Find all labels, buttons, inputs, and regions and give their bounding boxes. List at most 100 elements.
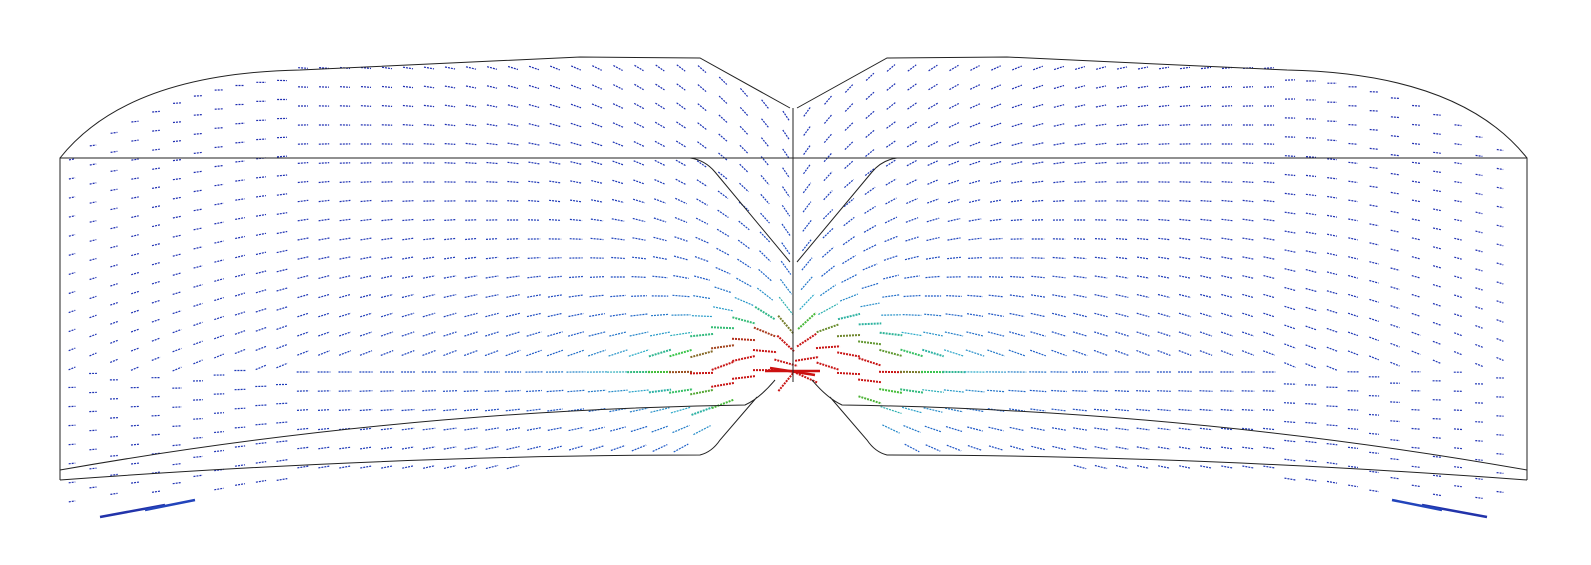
vector — [1116, 162, 1128, 164]
vector — [1200, 85, 1212, 89]
vector — [673, 443, 689, 453]
vector — [669, 348, 693, 358]
vector — [1433, 113, 1441, 116]
vector — [234, 445, 246, 448]
vector — [172, 291, 182, 295]
vector — [1432, 474, 1442, 477]
vector — [276, 343, 288, 350]
vector — [570, 103, 582, 109]
vector — [1137, 104, 1149, 108]
vector — [1454, 199, 1462, 203]
vector — [255, 251, 267, 256]
vector — [668, 388, 694, 394]
vector — [131, 177, 139, 180]
vector — [1368, 413, 1380, 416]
vector — [276, 287, 288, 292]
vector — [297, 465, 309, 469]
vector — [925, 275, 941, 279]
vector — [1200, 218, 1212, 222]
vector — [380, 331, 394, 337]
vector — [675, 197, 687, 205]
vector — [649, 331, 671, 337]
vector — [359, 408, 373, 412]
vector — [802, 201, 812, 213]
vector — [1242, 331, 1254, 337]
vector — [1326, 233, 1338, 237]
vector — [818, 303, 838, 316]
vector — [1411, 180, 1421, 184]
vector — [674, 236, 688, 242]
vector — [732, 354, 756, 362]
vector — [1496, 281, 1504, 285]
vector — [1369, 432, 1379, 435]
vector — [739, 182, 749, 193]
vector — [130, 424, 140, 427]
vector — [716, 228, 730, 237]
vector — [761, 99, 769, 109]
vector — [193, 340, 203, 346]
vector — [1073, 275, 1087, 279]
vector — [1284, 439, 1296, 443]
vector — [507, 85, 519, 89]
vector — [1032, 103, 1044, 109]
vector — [1221, 181, 1233, 183]
vector — [654, 179, 666, 185]
vector — [444, 85, 456, 89]
vector — [987, 349, 1005, 357]
vector — [843, 216, 855, 227]
vector — [1454, 466, 1462, 469]
vector — [591, 103, 603, 109]
vector — [969, 84, 981, 90]
vector — [1263, 275, 1275, 279]
vector — [1073, 464, 1087, 470]
vector — [922, 348, 944, 358]
vector — [505, 389, 521, 393]
vector — [506, 294, 520, 298]
vector — [1242, 162, 1254, 164]
vector — [423, 143, 435, 145]
vector — [1432, 284, 1442, 288]
vector — [193, 189, 203, 193]
vector — [969, 160, 981, 166]
vector — [739, 125, 749, 136]
vector — [1391, 498, 1443, 512]
vector — [110, 492, 118, 495]
vector — [754, 306, 776, 321]
vector — [879, 388, 903, 394]
vector — [1348, 161, 1358, 164]
vector — [1095, 123, 1107, 127]
vector — [965, 389, 985, 393]
vector — [214, 146, 224, 149]
vector — [922, 389, 944, 393]
vector — [484, 390, 500, 392]
vector — [1157, 293, 1171, 299]
vector — [1390, 305, 1400, 310]
inner-right-lower — [811, 379, 1528, 481]
vector — [1221, 256, 1233, 260]
vector — [776, 334, 796, 353]
vector — [987, 408, 1005, 412]
vector — [632, 198, 646, 204]
vector — [1220, 427, 1234, 431]
vector — [1347, 427, 1359, 430]
vector — [422, 427, 436, 431]
vector — [588, 331, 606, 337]
vector — [1052, 445, 1066, 451]
vector — [528, 142, 540, 146]
vector — [1072, 408, 1088, 412]
vector — [1136, 427, 1150, 431]
vector — [948, 122, 960, 128]
vector — [131, 271, 139, 276]
vector — [172, 177, 182, 181]
vector — [650, 313, 670, 317]
vector — [880, 406, 902, 414]
vector — [526, 427, 542, 431]
vector — [613, 84, 623, 90]
vector — [549, 161, 561, 165]
vector — [444, 66, 456, 70]
vector — [1348, 218, 1358, 222]
vector — [610, 426, 626, 432]
vector — [924, 425, 942, 433]
vector — [193, 284, 203, 288]
